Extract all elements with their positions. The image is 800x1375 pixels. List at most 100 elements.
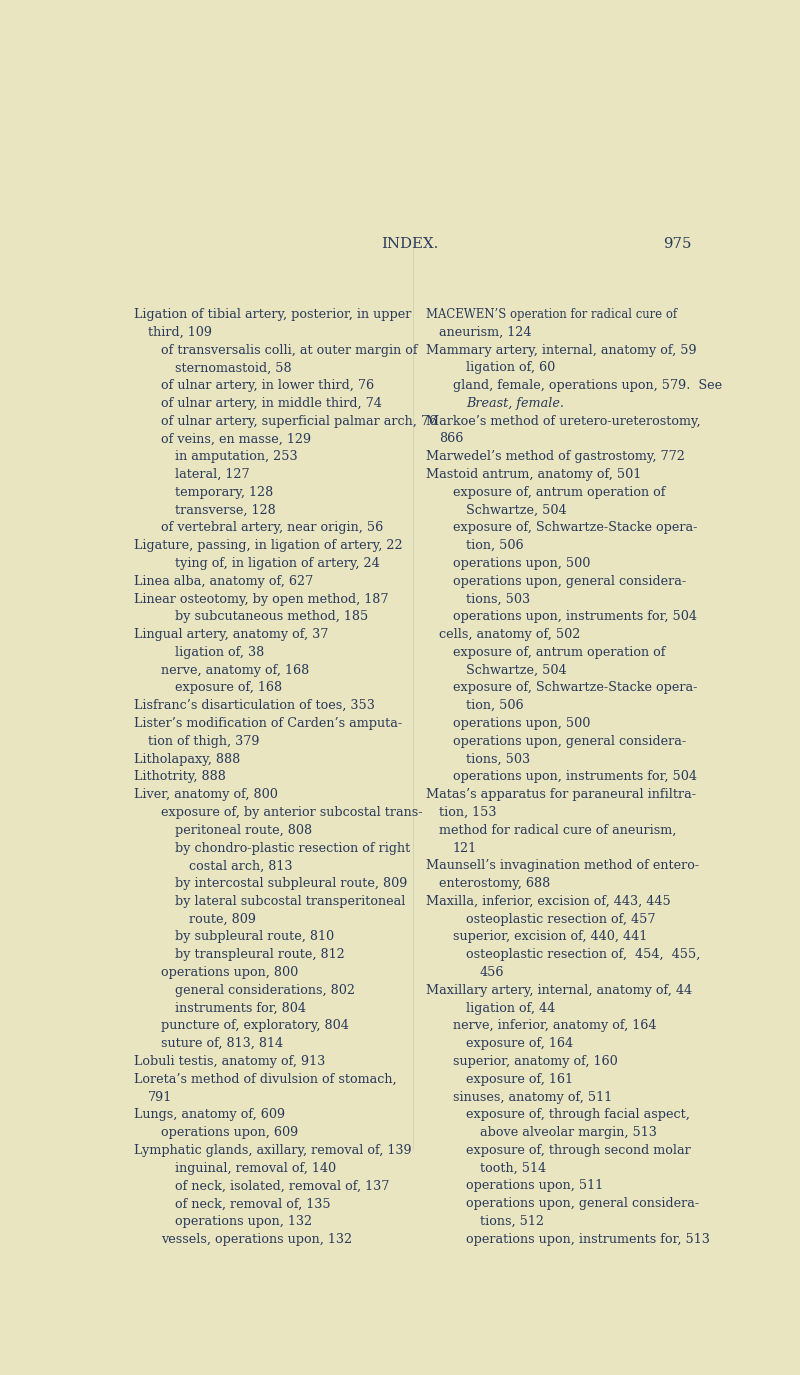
- Text: above alveolar margin, 513: above alveolar margin, 513: [480, 1126, 657, 1138]
- Text: enterostomy, 688: enterostomy, 688: [439, 877, 550, 890]
- Text: 456: 456: [480, 967, 505, 979]
- Text: Matas’s apparatus for paraneural infiltra-: Matas’s apparatus for paraneural infiltr…: [426, 788, 695, 802]
- Text: Schwartze, 504: Schwartze, 504: [466, 503, 567, 517]
- Text: of transversalis colli, at outer margin of: of transversalis colli, at outer margin …: [162, 344, 418, 356]
- Text: superior, excision of, 440, 441: superior, excision of, 440, 441: [453, 931, 647, 943]
- Text: INDEX.: INDEX.: [382, 238, 438, 252]
- Text: nerve, anatomy of, 168: nerve, anatomy of, 168: [162, 664, 310, 676]
- Text: third, 109: third, 109: [148, 326, 212, 338]
- Text: peritoneal route, 808: peritoneal route, 808: [175, 824, 312, 837]
- Text: suture of, 813, 814: suture of, 813, 814: [162, 1037, 283, 1050]
- Text: exposure of, Schwartze-Stacke opera-: exposure of, Schwartze-Stacke opera-: [453, 521, 697, 535]
- Text: ligation of, 44: ligation of, 44: [466, 1001, 556, 1015]
- Text: exposure of, antrum operation of: exposure of, antrum operation of: [453, 485, 666, 499]
- Text: lateral, 127: lateral, 127: [175, 468, 250, 481]
- Text: operations upon, 500: operations upon, 500: [453, 557, 590, 571]
- Text: Lobuli testis, anatomy of, 913: Lobuli testis, anatomy of, 913: [134, 1055, 326, 1068]
- Text: tying of, in ligation of artery, 24: tying of, in ligation of artery, 24: [175, 557, 380, 571]
- Text: general considerations, 802: general considerations, 802: [175, 984, 355, 997]
- Text: MACEWEN’S operation for radical cure of: MACEWEN’S operation for radical cure of: [426, 308, 677, 320]
- Text: by subpleural route, 810: by subpleural route, 810: [175, 931, 334, 943]
- Text: operations upon, 800: operations upon, 800: [162, 967, 298, 979]
- Text: Schwartze, 504: Schwartze, 504: [466, 664, 567, 676]
- Text: Lymphatic glands, axillary, removal of, 139: Lymphatic glands, axillary, removal of, …: [134, 1144, 412, 1156]
- Text: Lisfranc’s disarticulation of toes, 353: Lisfranc’s disarticulation of toes, 353: [134, 700, 375, 712]
- Text: sinuses, anatomy of, 511: sinuses, anatomy of, 511: [453, 1090, 612, 1104]
- Text: Marwedel’s method of gastrostomy, 772: Marwedel’s method of gastrostomy, 772: [426, 450, 684, 463]
- Text: exposure of, by anterior subcostal trans-: exposure of, by anterior subcostal trans…: [162, 806, 423, 820]
- Text: osteoplastic resection of, 457: osteoplastic resection of, 457: [466, 913, 656, 925]
- Text: ligation of, 38: ligation of, 38: [175, 646, 264, 659]
- Text: by subcutaneous method, 185: by subcutaneous method, 185: [175, 610, 368, 623]
- Text: of neck, removal of, 135: of neck, removal of, 135: [175, 1198, 330, 1210]
- Text: Loreta’s method of divulsion of stomach,: Loreta’s method of divulsion of stomach,: [134, 1072, 397, 1086]
- Text: Lingual artery, anatomy of, 37: Lingual artery, anatomy of, 37: [134, 628, 329, 641]
- Text: operations upon, general considera-: operations upon, general considera-: [453, 734, 686, 748]
- Text: operations upon, general considera-: operations upon, general considera-: [453, 575, 686, 587]
- Text: Ligation of tibial artery, posterior, in upper: Ligation of tibial artery, posterior, in…: [134, 308, 411, 320]
- Text: Lungs, anatomy of, 609: Lungs, anatomy of, 609: [134, 1108, 286, 1122]
- Text: operations upon, instruments for, 513: operations upon, instruments for, 513: [466, 1233, 710, 1246]
- Text: by lateral subcostal transperitoneal: by lateral subcostal transperitoneal: [175, 895, 406, 908]
- Text: operations upon, instruments for, 504: operations upon, instruments for, 504: [453, 770, 697, 784]
- Text: of ulnar artery, in middle third, 74: of ulnar artery, in middle third, 74: [162, 397, 382, 410]
- Text: in amputation, 253: in amputation, 253: [175, 450, 298, 463]
- Text: exposure of, 161: exposure of, 161: [466, 1072, 574, 1086]
- Text: method for radical cure of aneurism,: method for radical cure of aneurism,: [439, 824, 677, 837]
- Text: 975: 975: [664, 238, 692, 252]
- Text: exposure of, antrum operation of: exposure of, antrum operation of: [453, 646, 666, 659]
- Text: of vertebral artery, near origin, 56: of vertebral artery, near origin, 56: [162, 521, 384, 535]
- Text: operations upon, 132: operations upon, 132: [175, 1216, 312, 1228]
- Text: Liver, anatomy of, 800: Liver, anatomy of, 800: [134, 788, 278, 802]
- Text: costal arch, 813: costal arch, 813: [189, 859, 292, 872]
- Text: Linear osteotomy, by open method, 187: Linear osteotomy, by open method, 187: [134, 593, 389, 605]
- Text: of ulnar artery, in lower third, 76: of ulnar artery, in lower third, 76: [162, 380, 374, 392]
- Text: Ligature, passing, in ligation of artery, 22: Ligature, passing, in ligation of artery…: [134, 539, 402, 553]
- Text: operations upon, instruments for, 504: operations upon, instruments for, 504: [453, 610, 697, 623]
- Text: 866: 866: [439, 433, 463, 446]
- Text: temporary, 128: temporary, 128: [175, 485, 274, 499]
- Text: by intercostal subpleural route, 809: by intercostal subpleural route, 809: [175, 877, 407, 890]
- Text: gland, female, operations upon, 579.  See: gland, female, operations upon, 579. See: [453, 380, 722, 392]
- Text: operations upon, 609: operations upon, 609: [162, 1126, 298, 1138]
- Text: operations upon, general considera-: operations upon, general considera-: [466, 1198, 699, 1210]
- Text: operations upon, 500: operations upon, 500: [453, 716, 590, 730]
- Text: route, 809: route, 809: [189, 913, 256, 925]
- Text: 121: 121: [453, 842, 477, 854]
- Text: instruments for, 804: instruments for, 804: [175, 1001, 306, 1015]
- Text: 791: 791: [148, 1090, 172, 1104]
- Text: osteoplastic resection of,  454,  455,: osteoplastic resection of, 454, 455,: [466, 949, 701, 961]
- Text: by chondro-plastic resection of right: by chondro-plastic resection of right: [175, 842, 410, 854]
- Text: exposure of, 168: exposure of, 168: [175, 682, 282, 694]
- Text: aneurism, 124: aneurism, 124: [439, 326, 532, 338]
- Text: Breast, female.: Breast, female.: [466, 397, 564, 410]
- Text: tions, 503: tions, 503: [466, 752, 530, 766]
- Text: tion of thigh, 379: tion of thigh, 379: [148, 734, 259, 748]
- Text: exposure of, through second molar: exposure of, through second molar: [466, 1144, 691, 1156]
- Text: tooth, 514: tooth, 514: [480, 1162, 546, 1174]
- Text: Maxilla, inferior, excision of, 443, 445: Maxilla, inferior, excision of, 443, 445: [426, 895, 670, 908]
- Text: tion, 153: tion, 153: [439, 806, 497, 820]
- Text: puncture of, exploratory, 804: puncture of, exploratory, 804: [162, 1019, 350, 1033]
- Text: vessels, operations upon, 132: vessels, operations upon, 132: [162, 1233, 353, 1246]
- Text: Maxillary artery, internal, anatomy of, 44: Maxillary artery, internal, anatomy of, …: [426, 984, 692, 997]
- Text: sternomastoid, 58: sternomastoid, 58: [175, 362, 292, 374]
- Text: nerve, inferior, anatomy of, 164: nerve, inferior, anatomy of, 164: [453, 1019, 656, 1033]
- Text: Lister’s modification of Carden’s amputa-: Lister’s modification of Carden’s amputa…: [134, 716, 402, 730]
- Text: Mastoid antrum, anatomy of, 501: Mastoid antrum, anatomy of, 501: [426, 468, 641, 481]
- Text: Lithotrity, 888: Lithotrity, 888: [134, 770, 226, 784]
- Text: operations upon, 511: operations upon, 511: [466, 1180, 603, 1192]
- Text: Maunsell’s invagination method of entero-: Maunsell’s invagination method of entero…: [426, 859, 698, 872]
- Text: of veins, en masse, 129: of veins, en masse, 129: [162, 433, 311, 446]
- Text: superior, anatomy of, 160: superior, anatomy of, 160: [453, 1055, 618, 1068]
- Text: by transpleural route, 812: by transpleural route, 812: [175, 949, 345, 961]
- Text: of neck, isolated, removal of, 137: of neck, isolated, removal of, 137: [175, 1180, 390, 1192]
- Text: tions, 512: tions, 512: [480, 1216, 544, 1228]
- Text: Litholapaxy, 888: Litholapaxy, 888: [134, 752, 240, 766]
- Text: tions, 503: tions, 503: [466, 593, 530, 605]
- Text: exposure of, through facial aspect,: exposure of, through facial aspect,: [466, 1108, 690, 1122]
- Text: Mammary artery, internal, anatomy of, 59: Mammary artery, internal, anatomy of, 59: [426, 344, 696, 356]
- Text: transverse, 128: transverse, 128: [175, 503, 276, 517]
- Text: of ulnar artery, superficial palmar arch, 76: of ulnar artery, superficial palmar arch…: [162, 415, 438, 428]
- Text: Markoe’s method of uretero-ureterostomy,: Markoe’s method of uretero-ureterostomy,: [426, 415, 700, 428]
